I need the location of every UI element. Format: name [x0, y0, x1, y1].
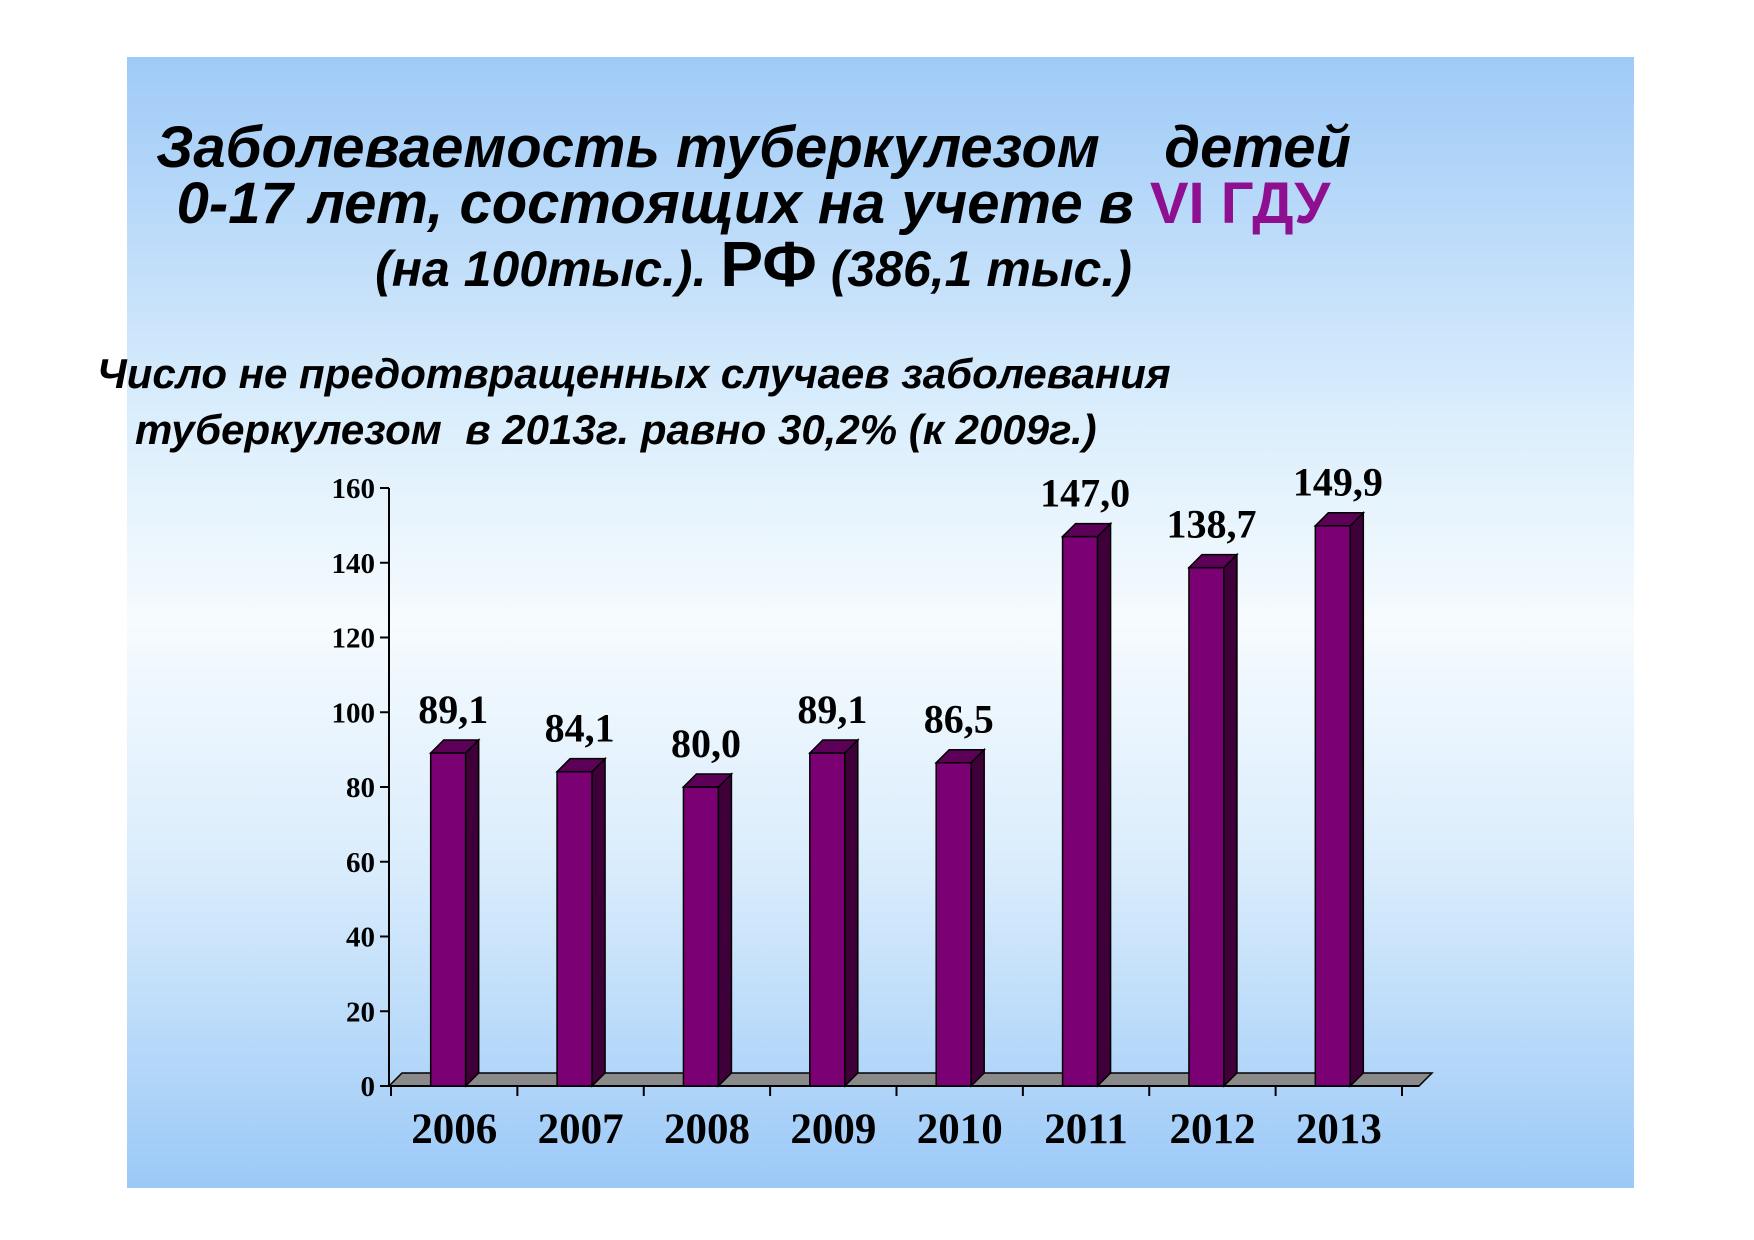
title-line-3-part1: (на 100тыс.). [375, 241, 721, 297]
bar-side-2012 [1223, 552, 1238, 1088]
bar-side-2006 [464, 738, 480, 1088]
bar-side-2008 [717, 772, 733, 1088]
y-tick-label: 100 [332, 697, 376, 729]
page-title: Заболеваемость туберкулезом детей 0-17 л… [0, 115, 1507, 301]
bar-top-2007 [555, 757, 607, 773]
title-line-3-big: РФ [720, 228, 817, 300]
data-label: 86,5 [924, 697, 994, 742]
data-label: 89,1 [797, 687, 867, 732]
bar-top-2011 [1060, 522, 1113, 538]
y-tick-label: 80 [346, 772, 375, 804]
bar-2010 [935, 761, 972, 1087]
x-category-label: 2013 [1296, 1106, 1382, 1153]
title-line-1: Заболеваемость туберкулезом детей [156, 115, 1351, 180]
bar-side-2013 [1349, 510, 1365, 1088]
y-tick-label: 20 [346, 996, 375, 1028]
data-label: 84,1 [545, 706, 615, 751]
bar-side-2010 [970, 747, 985, 1088]
title-line-3-part2: (386,1 тыс.) [816, 241, 1132, 297]
slide-background [127, 57, 1634, 1188]
bar-top-2008 [681, 773, 734, 788]
bar-top-2012 [1187, 553, 1239, 569]
y-tick-label: 140 [332, 548, 376, 580]
title-line-3: (на 100тыс.). РФ (386,1 тыс.) [0, 232, 1507, 301]
x-category-label: 2011 [1044, 1106, 1128, 1153]
x-category-label: 2009 [790, 1106, 876, 1153]
bar-2011 [1061, 535, 1099, 1087]
title-line-2: 0-17 лет, состоящих на учете в VI ГДУ [0, 175, 1507, 233]
data-label: 149,9 [1293, 460, 1383, 505]
bar-top-2013 [1313, 511, 1366, 527]
bar-side-2011 [1096, 521, 1112, 1088]
chart-subtitle: Число не предотвращенных случаев заболев… [0, 346, 1507, 458]
data-label: 80,0 [671, 721, 741, 766]
bar-side-2007 [591, 756, 606, 1088]
y-tick-label: 120 [332, 623, 376, 655]
title-line-2-main: 0-17 лет, состоящих на учете в [176, 171, 1150, 236]
subtitle-line-1: Число не предотвращенных случаев заболев… [97, 350, 1171, 397]
subtitle-line-2: туберкулезом в 2013г. равно 30,2% (к 200… [135, 406, 1097, 453]
x-category-label: 2010 [917, 1106, 1003, 1153]
data-label: 138,7 [1166, 502, 1256, 547]
bar-top-2006 [428, 739, 481, 754]
bar-2012 [1188, 566, 1225, 1087]
y-tick-label: 160 [332, 473, 376, 505]
title-line-2-accent: VI ГДУ [1149, 171, 1331, 236]
x-category-label: 2008 [664, 1106, 750, 1153]
bar-2007 [556, 770, 593, 1087]
bar-side-2009 [844, 738, 859, 1088]
bar-top-2009 [808, 739, 860, 754]
y-tick-label: 0 [361, 1071, 376, 1103]
y-tick-label: 40 [346, 922, 375, 954]
bar-2006 [429, 752, 467, 1087]
x-category-label: 2012 [1169, 1106, 1255, 1153]
data-label: 147,0 [1040, 471, 1130, 516]
bar-2013 [1314, 524, 1352, 1087]
x-category-label: 2006 [411, 1106, 497, 1153]
bar-2008 [682, 786, 720, 1087]
x-category-label: 2007 [538, 1106, 624, 1153]
bar-top-2010 [934, 748, 986, 764]
bar-2009 [809, 752, 846, 1087]
data-label: 89,1 [418, 687, 488, 732]
chart-floor [387, 1072, 1434, 1087]
y-tick-label: 60 [346, 847, 375, 879]
